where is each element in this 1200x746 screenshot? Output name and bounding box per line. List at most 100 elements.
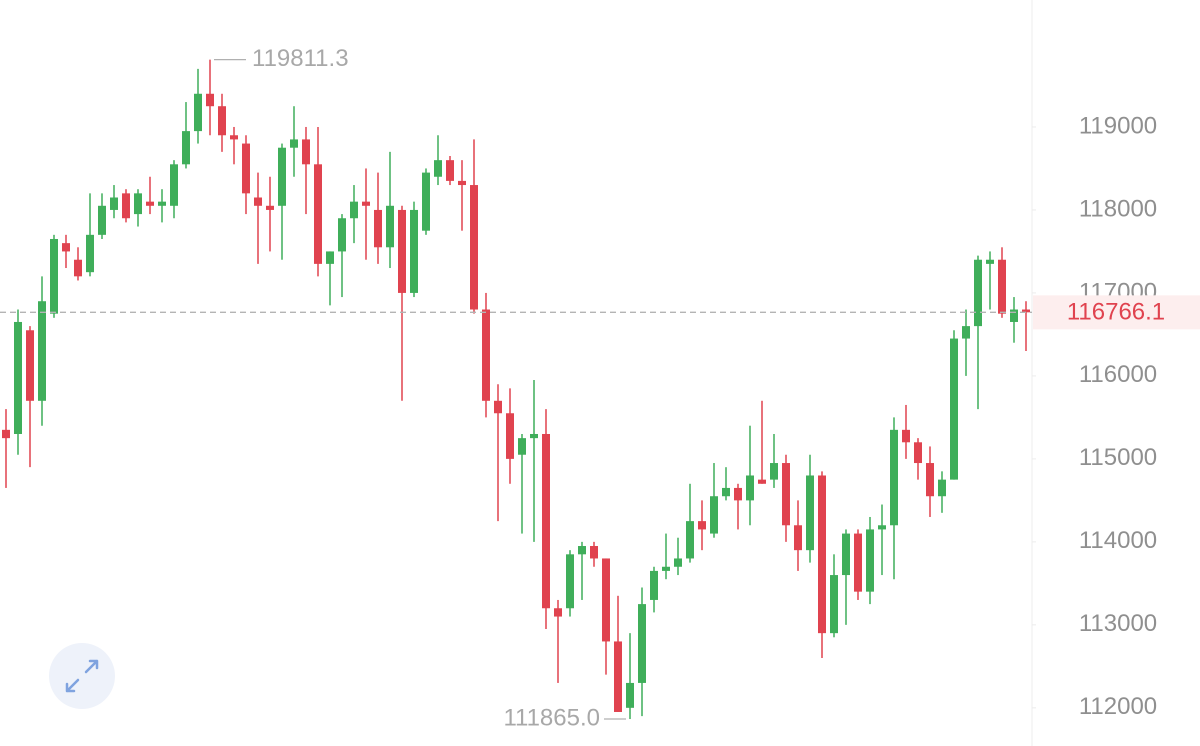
high-marker-label: 119811.3 [252,45,349,72]
candle-body [662,566,670,571]
candle-body [878,525,886,530]
candle-body [722,487,730,497]
candle-body [110,197,118,210]
candle-body [98,205,106,235]
expand-button-bg [49,643,115,709]
candle-body [686,521,694,559]
y-tick-label: 119000 [1079,112,1157,139]
candle-body [338,218,346,252]
candle-body [422,172,430,231]
candle-body [158,201,166,206]
candle-body [542,433,550,609]
expand-button[interactable] [49,643,115,709]
candle-body [638,604,646,683]
candle-body [470,185,478,310]
candle-body [914,442,922,464]
candle-body [866,529,874,592]
candle-body [410,209,418,293]
candle-body [326,251,334,264]
candle-body [302,139,310,165]
y-tick-label: 118000 [1079,195,1157,222]
candle-body [710,496,718,534]
last-price-label: 116766.1 [1067,299,1165,326]
candle-body [194,93,202,132]
candle-body [278,147,286,206]
candle-body [182,131,190,165]
candle-body [134,193,142,215]
candle-body [830,575,838,634]
candle-body [62,243,70,252]
candle-body [374,209,382,248]
candle-body [842,533,850,576]
candle-body [314,164,322,264]
candle-body [986,259,994,264]
candle-body [266,205,274,210]
candle-body [170,164,178,206]
candle-body [50,238,58,314]
candle-body [482,309,490,401]
candle-body [938,479,946,497]
candle-body [494,400,502,414]
candle-body [602,558,610,642]
candle-body [926,463,934,497]
candle-body [746,475,754,501]
candle-body [566,554,574,609]
candle-body [650,570,658,600]
candle-body [254,197,262,206]
candle-body [398,209,406,293]
candle-body [806,475,814,551]
candle-body [290,139,298,148]
y-tick-label: 115000 [1079,444,1157,471]
candle-body [2,429,10,439]
y-tick-label: 112000 [1079,693,1157,720]
candle-body [230,135,238,140]
candle-body [434,160,442,177]
candle-body [86,234,94,273]
candle-body [770,463,778,480]
candle-body [386,205,394,248]
candle-body [146,201,154,206]
candle-body [854,533,862,592]
candle-body [998,259,1006,314]
candle-body [590,546,598,559]
candle-body [962,326,970,339]
candle-body [242,143,250,194]
candle-body [554,608,562,617]
candle-body [38,301,46,401]
candle-body [818,475,826,634]
expand-icon [65,659,99,693]
candle-body [26,330,34,401]
candle-body [950,338,958,480]
candle-body [902,429,910,443]
candle-body [578,546,586,555]
low-marker-label: 111865.0 [503,704,600,731]
candle-body [734,487,742,501]
candle-body [74,259,82,277]
candle-body [458,180,466,186]
y-tick-label: 113000 [1079,610,1157,637]
candle-body [446,160,454,181]
last-price-tag [1033,295,1200,330]
candle-body [890,429,898,526]
candle-body [698,521,706,530]
candle-body [518,438,526,455]
candle-body [614,641,622,712]
candle-body [122,193,130,219]
candle-body [530,433,538,439]
candle-body [782,463,790,526]
candle-body [674,558,682,567]
candle-body [362,201,370,206]
candle-body [626,682,634,708]
candle-body [14,321,22,434]
candle-body [218,106,226,136]
candle-body [1010,309,1018,322]
candle-body [974,259,982,327]
candle-body [1022,309,1030,313]
candle-body [758,479,766,484]
candle-body [206,93,214,107]
candle-body [350,201,358,219]
candle-body [794,525,802,551]
y-tick-label: 114000 [1079,527,1157,554]
